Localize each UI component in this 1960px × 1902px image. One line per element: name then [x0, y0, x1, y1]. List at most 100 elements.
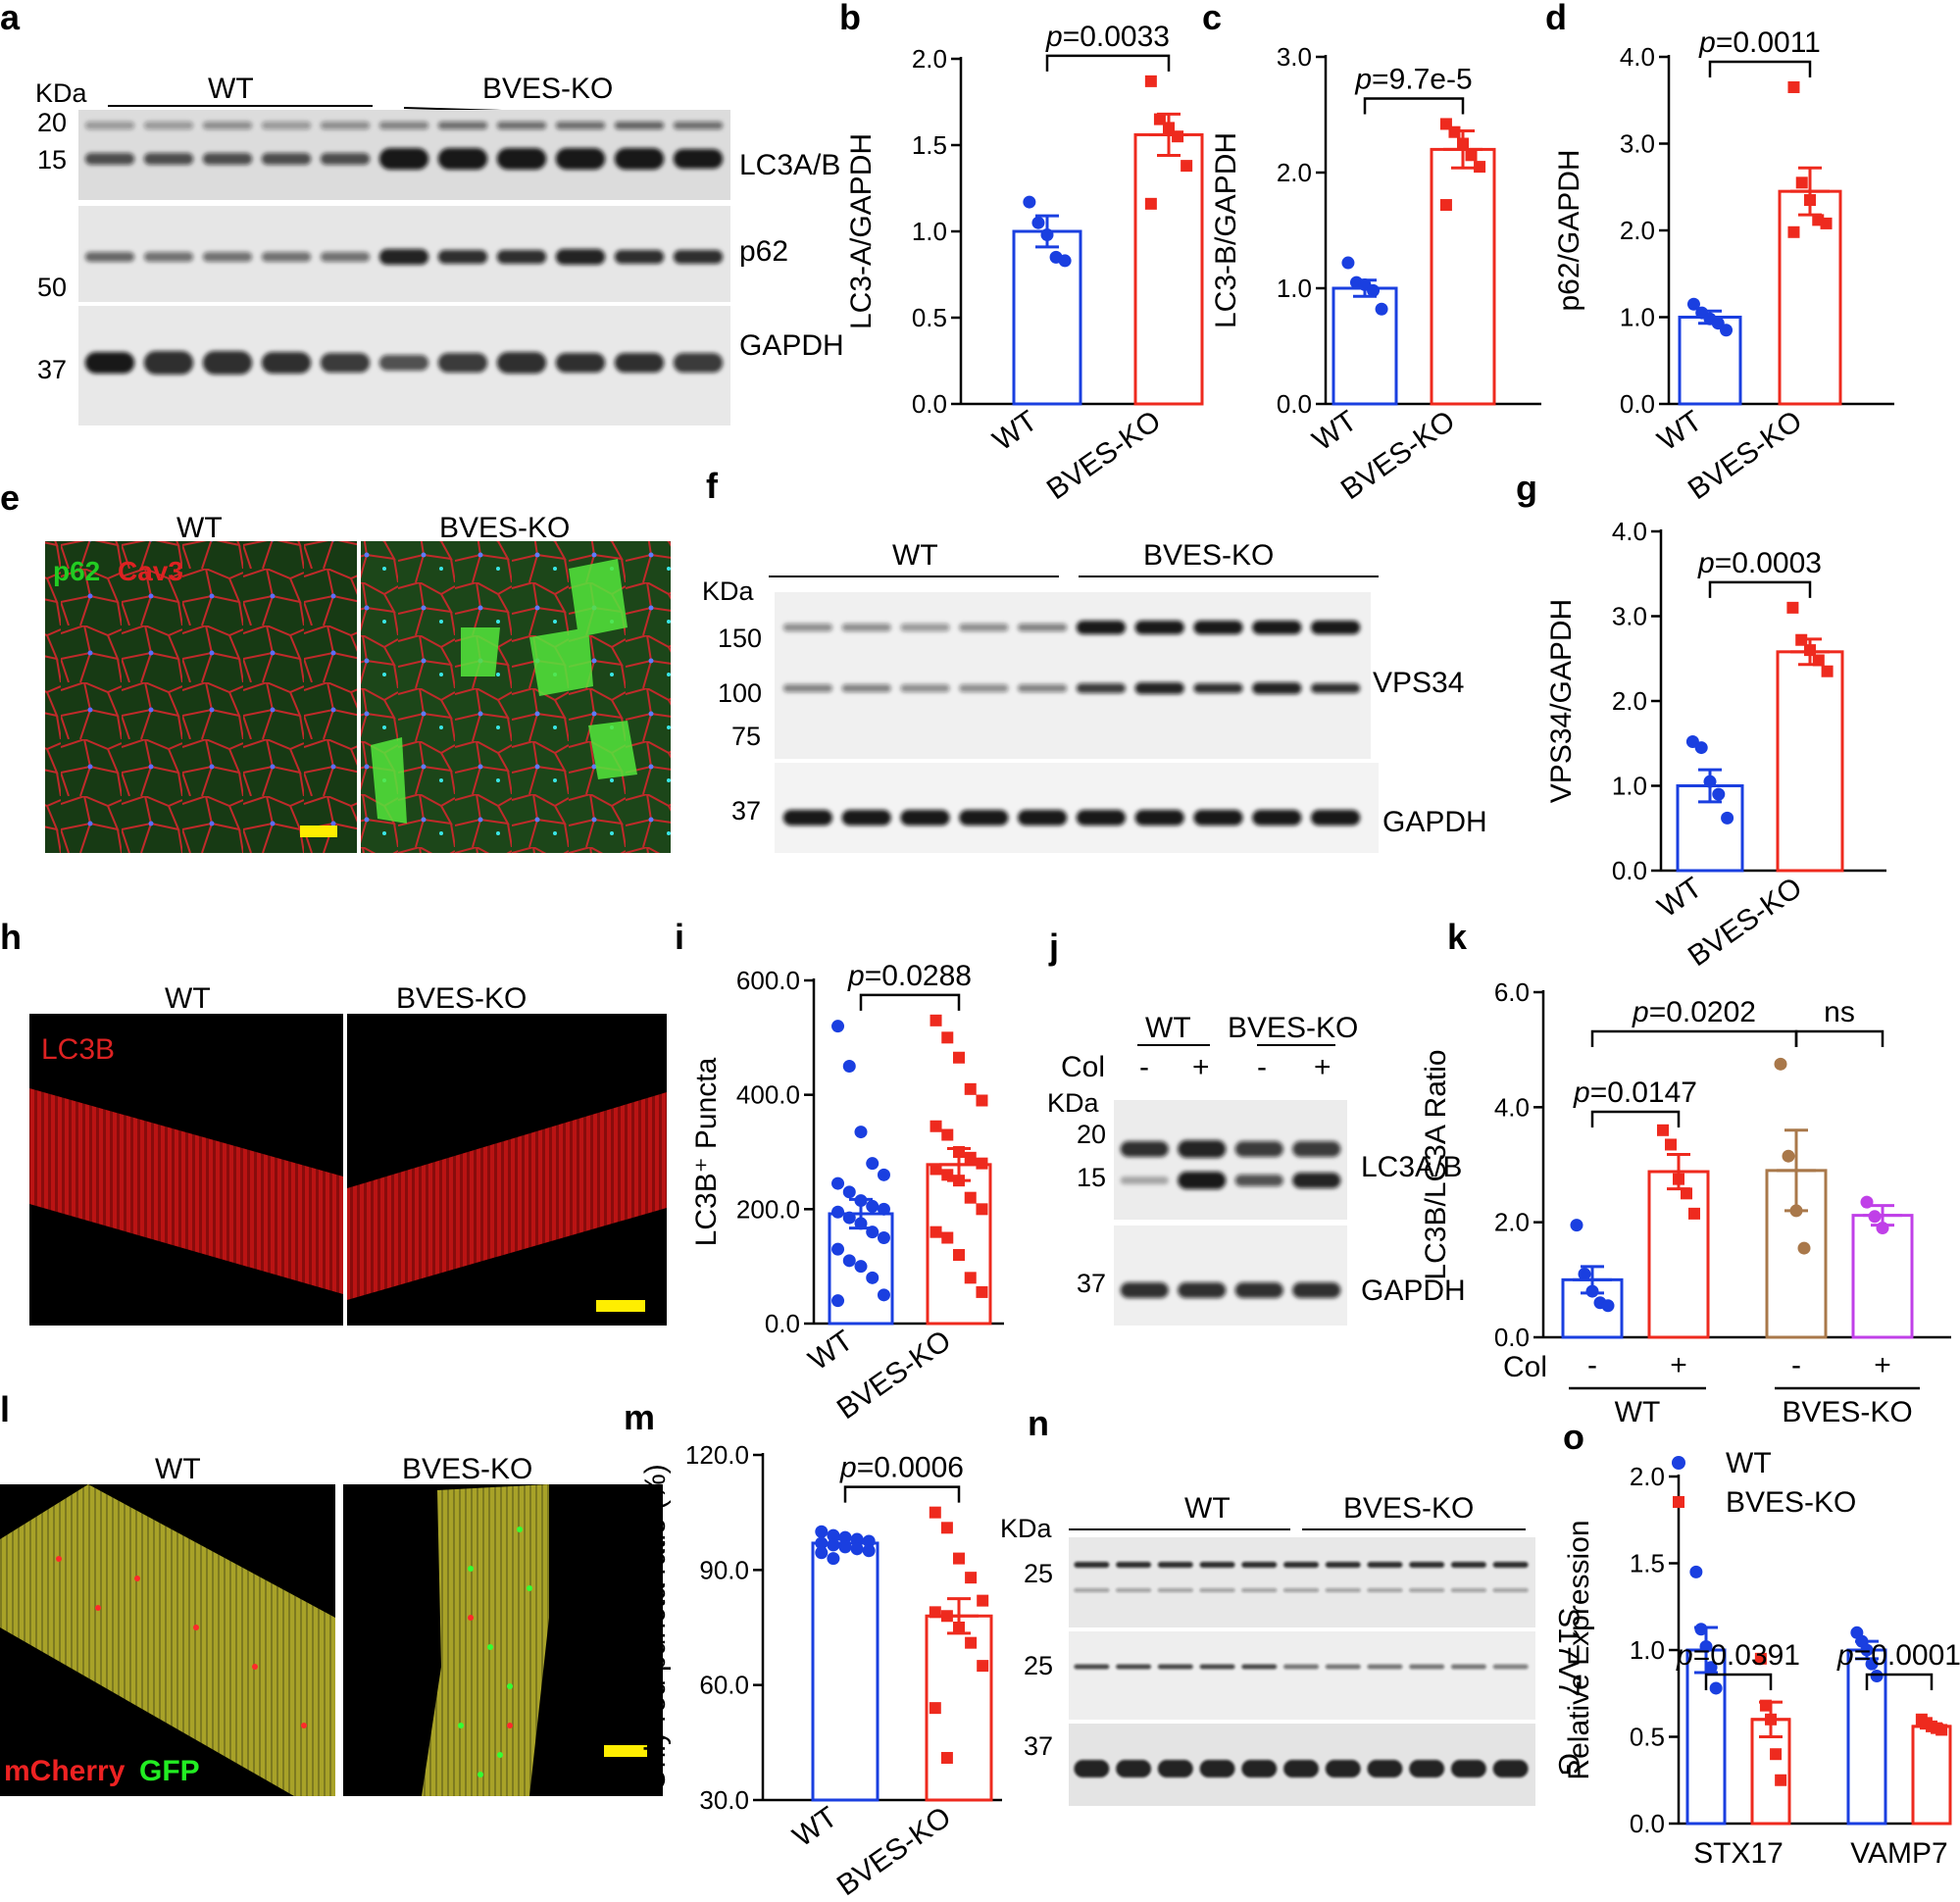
data-point [877, 1288, 890, 1302]
col-sign: - [1587, 1349, 1597, 1381]
y-tick-label: 0.0 [765, 1309, 800, 1338]
blot-band [437, 250, 488, 264]
significance-bracket [1865, 1673, 1934, 1690]
group-label-bves-ko: BVES-KO [1143, 539, 1274, 572]
data-point [831, 1294, 845, 1308]
blot-band [1076, 810, 1127, 826]
y-tick-label: 3.0 [1620, 129, 1655, 159]
blot-band [1116, 1588, 1152, 1592]
data-point [815, 1546, 829, 1560]
y-tick-label: 0.0 [1612, 856, 1647, 885]
data-point [1457, 137, 1469, 150]
data-point [1860, 1195, 1874, 1209]
group-label-bves-ko: BVES-KO [482, 73, 613, 105]
blot-band [782, 684, 833, 692]
y-axis-label: p62/GAPDH [1553, 149, 1585, 311]
data-point [1865, 1657, 1879, 1671]
blot-band [1409, 1664, 1445, 1670]
col-sign-3: - [1257, 1051, 1267, 1083]
blot-band [1450, 1664, 1486, 1670]
bar [1133, 132, 1204, 406]
significance-bracket [1794, 1029, 1885, 1047]
panel-letter-m: m [624, 1397, 655, 1437]
data-point [1775, 1774, 1787, 1786]
condition-label-wt: WT [165, 982, 211, 1015]
data-point [1782, 1149, 1795, 1163]
y-tick-label: 2.0 [912, 44, 947, 74]
data-point [953, 1622, 965, 1633]
muscle-fiber-wt [29, 1088, 343, 1294]
stain-label-lc3b: LC3B [41, 1033, 115, 1066]
data-point [1804, 194, 1816, 207]
band-label-p62: p62 [739, 235, 788, 268]
panel-e-images: WT BVES-KO p62 Cav3 [45, 512, 671, 853]
data-point [1694, 741, 1708, 755]
col-sign-2: + [1192, 1051, 1210, 1083]
blot-band [555, 249, 606, 265]
y-tick-label: 0.0 [1494, 1323, 1530, 1352]
bands-n [1074, 1562, 1529, 1777]
blot-band [1492, 1562, 1529, 1568]
blot-band [1199, 1664, 1235, 1670]
blot-band [496, 250, 547, 264]
blot-band [1252, 810, 1302, 826]
blot-band [84, 122, 135, 129]
marker-37: 37 [37, 355, 67, 384]
data-point [1770, 1748, 1783, 1761]
blot-band [1367, 1562, 1403, 1568]
p-value-label: p=0.0006 [839, 1452, 964, 1484]
col-sign: + [1874, 1349, 1891, 1381]
blot-band [782, 810, 833, 826]
data-point [929, 1702, 941, 1715]
data-point [941, 1231, 954, 1244]
y-tick-label: 200.0 [736, 1194, 800, 1224]
y-axis-label: LC3B⁺ Puncta [690, 1057, 723, 1246]
band-label-gapdh: GAPDH [1361, 1275, 1466, 1307]
blot-band [143, 122, 194, 129]
x-category-label: WT [803, 1325, 859, 1377]
data-point [1797, 1241, 1811, 1255]
scale-bar-e [300, 826, 337, 837]
condition-label-wt: WT [155, 1453, 201, 1485]
stain-label-gfp: GFP [139, 1755, 200, 1787]
data-point [953, 1051, 965, 1064]
band-label-lc3ab: LC3A/B [1361, 1151, 1462, 1183]
y-tick-label: 2.0 [1620, 216, 1655, 245]
data-point [964, 1191, 977, 1204]
blot-band [320, 252, 371, 262]
blot-band [959, 810, 1009, 826]
blot-band [614, 353, 665, 373]
micrograph-bves-ko [361, 541, 671, 853]
y-tick-label: 4.0 [1620, 42, 1655, 72]
blot-band [202, 153, 253, 165]
blot-band [1252, 621, 1302, 634]
data-point [929, 1506, 941, 1519]
panel-letter-e: e [0, 477, 20, 518]
p-value-label: p=0.0011 [1698, 26, 1821, 59]
significance-bracket [1363, 97, 1465, 115]
y-tick-label: 400.0 [736, 1080, 800, 1110]
blot-band [555, 353, 606, 373]
data-point [827, 1552, 840, 1566]
x-category-label: BVES-KO [1683, 405, 1808, 507]
data-point [1699, 1639, 1713, 1653]
blot-band [1234, 1175, 1283, 1186]
data-point [862, 1544, 876, 1558]
y-tick-label: 2.0 [1277, 158, 1312, 187]
blot-band [1283, 1562, 1319, 1568]
y-tick-label: 2.0 [1612, 686, 1647, 716]
data-point [1031, 216, 1045, 229]
bar [1851, 1214, 1914, 1339]
blot-band [143, 153, 194, 165]
data-point [1040, 228, 1054, 242]
p-value-label: p=0.0003 [1697, 547, 1822, 579]
y-tick-label: 2.0 [1494, 1208, 1530, 1237]
data-point [1341, 256, 1355, 270]
blot-band [841, 684, 891, 692]
blot-band [261, 252, 312, 262]
blot-band [1409, 1588, 1445, 1592]
x-category-label: WT [787, 1801, 843, 1854]
blot-band [1157, 1562, 1193, 1568]
data-point [866, 1226, 879, 1239]
